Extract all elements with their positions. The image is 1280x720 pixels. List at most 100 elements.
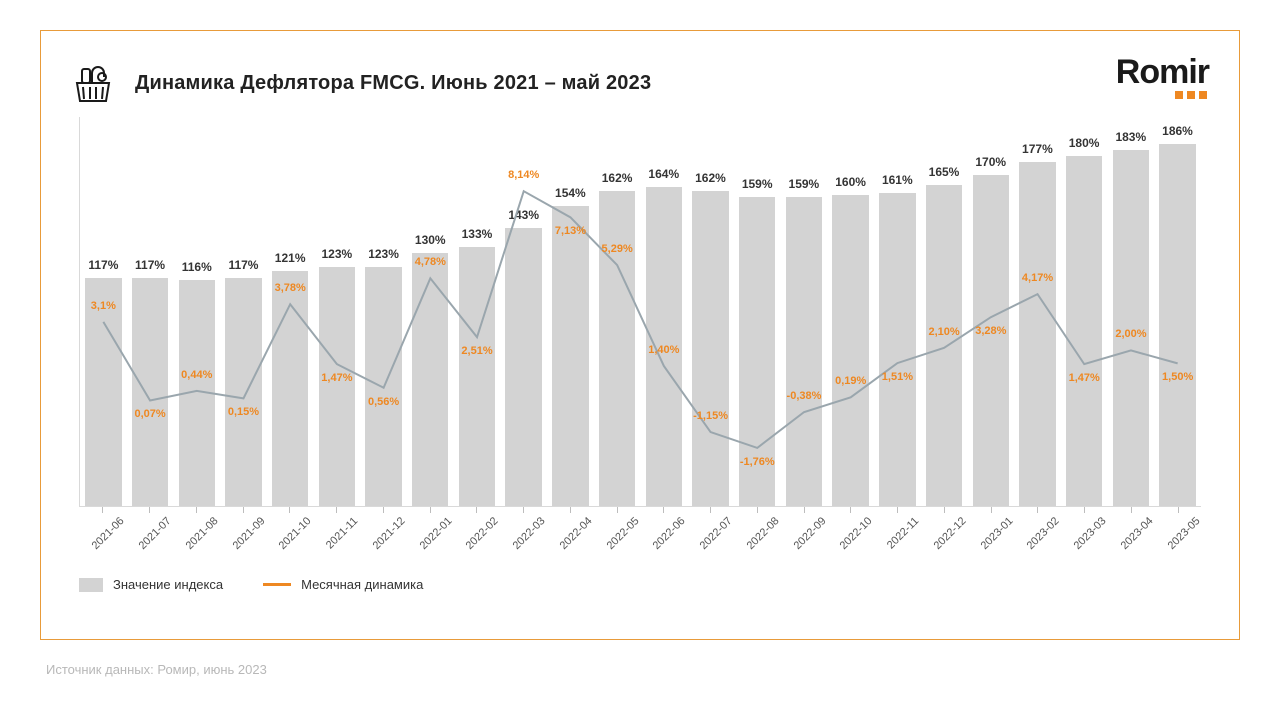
bar: 162% xyxy=(599,191,635,506)
swatch-bar xyxy=(79,578,103,592)
bar-label: 177% xyxy=(1022,142,1053,156)
bar-slot: 123% xyxy=(360,117,407,506)
x-tick-label: 2022-06 xyxy=(651,515,688,552)
line-value-label: 0,44% xyxy=(181,369,212,381)
x-tick: 2022-08 xyxy=(734,507,781,547)
line-value-label: 2,10% xyxy=(928,326,959,338)
x-tick-label: 2022-04 xyxy=(557,515,594,552)
bar: 165% xyxy=(926,185,962,506)
bar: 123% xyxy=(319,267,355,506)
x-tick-label: 2021-10 xyxy=(277,515,314,552)
x-tick: 2021-10 xyxy=(266,507,313,547)
line-value-label: 3,78% xyxy=(275,282,306,294)
x-tick: 2022-10 xyxy=(827,507,874,547)
bar-label: 180% xyxy=(1069,136,1100,150)
bar-label: 123% xyxy=(322,247,353,261)
bar-slot: 117% xyxy=(220,117,267,506)
x-tick-label: 2022-08 xyxy=(744,515,781,552)
x-tick-label: 2023-01 xyxy=(978,515,1015,552)
x-tick: 2023-01 xyxy=(967,507,1014,547)
bar: 123% xyxy=(365,267,401,506)
x-tick: 2023-03 xyxy=(1061,507,1108,547)
x-tick: 2021-08 xyxy=(173,507,220,547)
bar: 117% xyxy=(132,278,168,506)
bar-slot: 180% xyxy=(1061,117,1108,506)
line-value-label: 1,47% xyxy=(1069,372,1100,384)
line-value-label: 1,50% xyxy=(1162,371,1193,383)
bar-slot: 121% xyxy=(267,117,314,506)
bar-slot: 159% xyxy=(781,117,828,506)
bar: 161% xyxy=(879,193,915,506)
bar-label: 186% xyxy=(1162,124,1193,138)
x-tick: 2022-06 xyxy=(640,507,687,547)
bar-label: 162% xyxy=(695,171,726,185)
legend-item-line: Месячная динамика xyxy=(263,577,423,592)
bar-slot: 162% xyxy=(594,117,641,506)
x-tick: 2022-01 xyxy=(406,507,453,547)
bar-label: 121% xyxy=(275,251,306,265)
x-tick: 2022-11 xyxy=(874,507,921,547)
x-tick: 2022-04 xyxy=(547,507,594,547)
x-tick-label: 2022-01 xyxy=(417,515,454,552)
x-tick-label: 2022-03 xyxy=(511,515,548,552)
bar-slot: 117% xyxy=(127,117,174,506)
x-tick-label: 2021-12 xyxy=(370,515,407,552)
x-tick-label: 2021-06 xyxy=(90,515,127,552)
bar-label: 162% xyxy=(602,171,633,185)
line-value-label: 2,00% xyxy=(1115,328,1146,340)
bar-label: 130% xyxy=(415,233,446,247)
line-value-label: -0,38% xyxy=(787,390,822,402)
x-tick: 2021-11 xyxy=(313,507,360,547)
chart-header: Динамика Дефлятора FMCG. Июнь 2021 – май… xyxy=(69,59,1211,107)
bar-label: 117% xyxy=(228,258,258,272)
bar: 177% xyxy=(1019,162,1055,506)
bar: 170% xyxy=(973,175,1009,506)
basket-icon xyxy=(69,59,117,107)
bar-label: 161% xyxy=(882,173,913,187)
x-tick-label: 2022-05 xyxy=(604,515,641,552)
bar-label: 159% xyxy=(789,177,820,191)
x-tick: 2022-03 xyxy=(500,507,547,547)
bar: 116% xyxy=(179,280,215,506)
bar-slot: 186% xyxy=(1154,117,1201,506)
bar-label: 116% xyxy=(182,260,212,274)
x-tick: 2021-09 xyxy=(219,507,266,547)
bar: 162% xyxy=(692,191,728,506)
line-value-label: 5,29% xyxy=(602,243,633,255)
x-tick-label: 2022-11 xyxy=(885,515,921,551)
x-tick: 2021-12 xyxy=(360,507,407,547)
x-tick-label: 2023-05 xyxy=(1165,515,1202,552)
x-tick: 2021-06 xyxy=(79,507,126,547)
line-value-label: 3,1% xyxy=(91,300,116,312)
x-tick: 2023-05 xyxy=(1154,507,1201,547)
bar-label: 159% xyxy=(742,177,773,191)
bar: 159% xyxy=(786,197,822,506)
x-tick-label: 2023-02 xyxy=(1025,515,1062,552)
bar-label: 117% xyxy=(135,258,165,272)
line-value-label: 1,40% xyxy=(648,344,679,356)
bar: 117% xyxy=(225,278,261,506)
logo-dots xyxy=(1116,91,1207,99)
chart-area: 117% 117% 116% 117% 121% 123% 123% 130% 133% 143%… xyxy=(69,117,1211,547)
bar-label: 170% xyxy=(975,155,1006,169)
brand-logo: Romir xyxy=(1116,55,1209,99)
line-value-label: -1,76% xyxy=(740,456,775,468)
bar: 180% xyxy=(1066,156,1102,506)
x-tick-label: 2022-12 xyxy=(931,515,968,552)
line-value-label: 8,14% xyxy=(508,169,539,181)
x-tick-label: 2021-11 xyxy=(324,515,360,551)
x-tick: 2021-07 xyxy=(126,507,173,547)
bar-slot: 154% xyxy=(547,117,594,506)
logo-text: Romir xyxy=(1116,55,1209,89)
bar-slot: 160% xyxy=(827,117,874,506)
bar-slot: 159% xyxy=(734,117,781,506)
bar-label: 133% xyxy=(462,227,493,241)
bar-slot: 161% xyxy=(874,117,921,506)
chart-frame: Romir Динамика Дефлятора FMCG. Июнь 2021… xyxy=(40,30,1240,640)
x-tick: 2022-09 xyxy=(780,507,827,547)
line-value-label: 0,56% xyxy=(368,396,399,408)
line-value-label: 4,17% xyxy=(1022,272,1053,284)
bar: 117% xyxy=(85,278,121,506)
x-tick: 2022-05 xyxy=(593,507,640,547)
bar-label: 143% xyxy=(508,208,539,222)
